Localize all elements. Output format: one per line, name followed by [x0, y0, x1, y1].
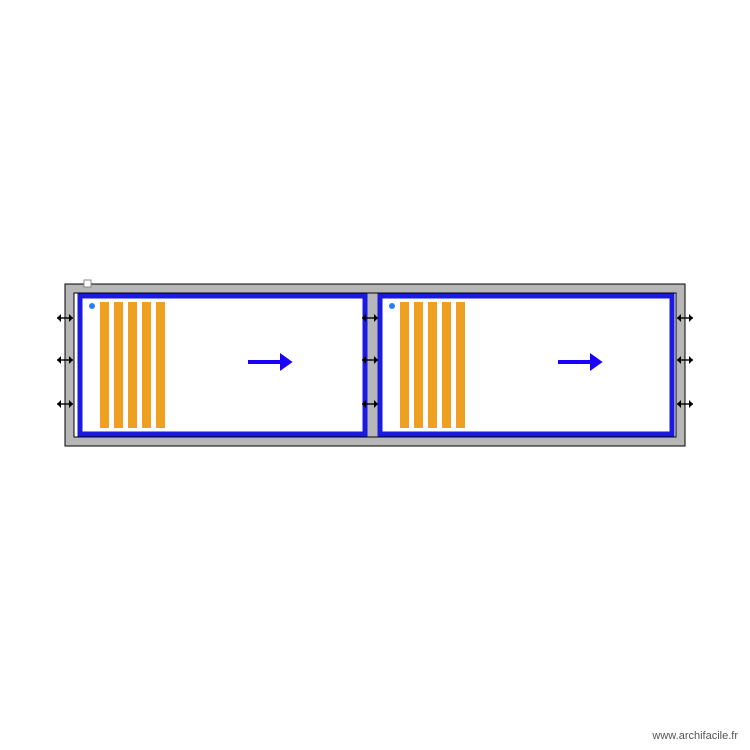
room-2-stripe: [442, 302, 451, 428]
room-1-stripe: [114, 302, 123, 428]
wall-arrow-head-left: [57, 356, 61, 364]
room-2: [380, 296, 672, 434]
room-1-dot: [89, 303, 95, 309]
room-2-stripe: [456, 302, 465, 428]
selection-handle[interactable]: [84, 280, 91, 287]
wall-arrow-head-right: [689, 356, 693, 364]
diagram-svg: [0, 0, 750, 750]
room-2-stripe: [428, 302, 437, 428]
room-1-stripe: [100, 302, 109, 428]
watermark: www.archifacile.fr: [652, 730, 738, 742]
room-1-stripe: [142, 302, 151, 428]
diagram-canvas: { "canvas": { "w": 750, "h": 750 }, "col…: [0, 0, 750, 750]
wall-arrow-head-right: [689, 400, 693, 408]
wall-arrow-head-right: [689, 314, 693, 322]
room-2-dot: [389, 303, 395, 309]
room-2-stripe: [414, 302, 423, 428]
room-1-stripe: [128, 302, 137, 428]
room-2-stripe: [400, 302, 409, 428]
wall-arrow-head-left: [57, 314, 61, 322]
room-1-stripe: [156, 302, 165, 428]
wall-arrow-head-left: [57, 400, 61, 408]
